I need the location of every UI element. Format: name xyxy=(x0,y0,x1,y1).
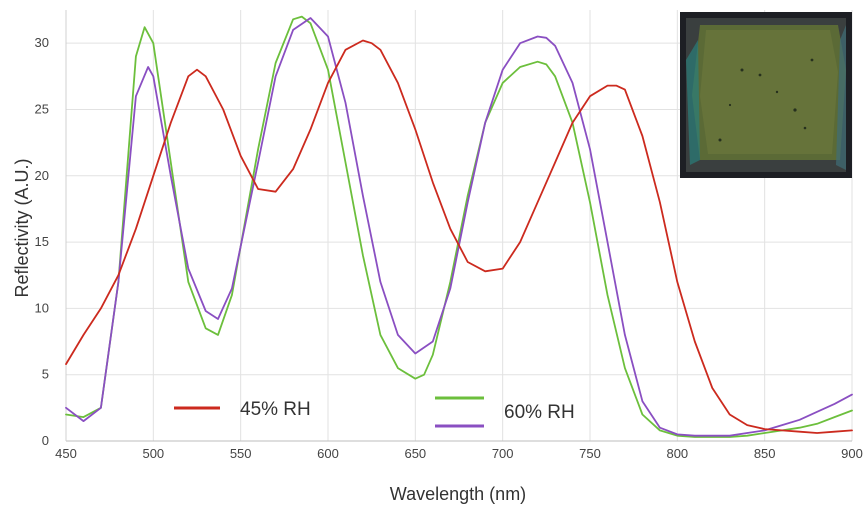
x-tick-labels: 450 500 550 600 650 700 750 800 850 900 xyxy=(55,446,863,461)
x-axis-label: Wavelength (nm) xyxy=(390,484,526,504)
legend: 45% RH 60% RH xyxy=(174,396,575,428)
x-tick-label: 550 xyxy=(230,446,252,461)
y-axis-label: Reflectivity (A.U.) xyxy=(12,158,32,297)
x-tick-label: 900 xyxy=(841,446,863,461)
y-tick-label: 25 xyxy=(35,101,49,116)
y-tick-label: 30 xyxy=(35,35,49,50)
legend-label-45rh: 45% RH xyxy=(240,399,311,420)
legend-label-60rh: 60% RH xyxy=(504,402,575,423)
x-tick-label: 650 xyxy=(404,446,426,461)
series-lines xyxy=(65,15,853,438)
x-tick-label: 500 xyxy=(142,446,164,461)
series-line-0 xyxy=(65,39,853,434)
x-tick-label: 700 xyxy=(492,446,514,461)
y-tick-label: 0 xyxy=(42,433,49,448)
y-tick-label: 15 xyxy=(35,234,49,249)
x-tick-label: 600 xyxy=(317,446,339,461)
x-tick-label: 850 xyxy=(754,446,776,461)
y-tick-label: 20 xyxy=(35,168,49,183)
inset-photo xyxy=(680,12,852,178)
x-tick-label: 450 xyxy=(55,446,77,461)
y-tick-label: 10 xyxy=(35,300,49,315)
series-line-1 xyxy=(65,15,853,438)
y-tick-labels: 0 5 10 15 20 25 30 xyxy=(35,35,49,448)
y-tick-label: 5 xyxy=(42,367,49,382)
x-tick-label: 750 xyxy=(579,446,601,461)
x-tick-label: 800 xyxy=(666,446,688,461)
plot-frame xyxy=(65,10,852,442)
